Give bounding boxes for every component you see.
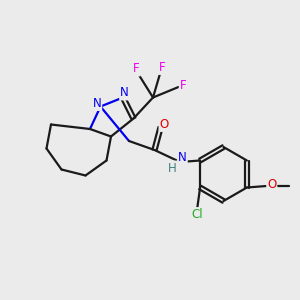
Text: O: O (267, 178, 276, 191)
Text: H: H (168, 161, 177, 175)
Text: N: N (178, 151, 187, 164)
Text: Cl: Cl (191, 208, 203, 221)
Text: N: N (120, 86, 129, 100)
Text: F: F (180, 79, 186, 92)
Text: F: F (159, 61, 165, 74)
Text: F: F (133, 62, 140, 76)
Text: N: N (92, 97, 101, 110)
Text: O: O (160, 118, 169, 131)
